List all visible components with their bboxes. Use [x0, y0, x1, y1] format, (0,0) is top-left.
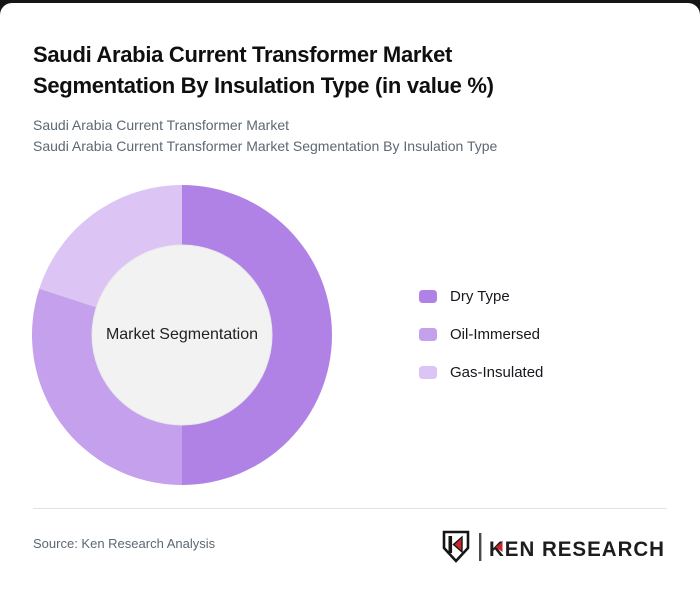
subtitle-line2: Saudi Arabia Current Transformer Market … — [33, 138, 498, 154]
donut-chart — [31, 185, 332, 485]
source-note: Source: Ken Research Analysis — [33, 536, 216, 551]
subtitle-line1: Saudi Arabia Current Transformer Market — [33, 117, 289, 133]
footer-divider — [33, 508, 667, 509]
legend-item-gas-insulated[interactable]: Gas-Insulated — [419, 364, 543, 381]
chart-legend: Dry Type Oil-Immersed Gas-Insulated — [419, 288, 543, 402]
page-title-line1: Saudi Arabia Current Transformer Market — [33, 42, 453, 67]
slice-gas-insulated[interactable] — [39, 185, 183, 308]
legend-swatch-dry-type — [419, 290, 437, 303]
logo-k-accent-triangle — [495, 542, 503, 552]
legend-item-dry-type[interactable]: Dry Type — [419, 288, 543, 305]
logo-separator — [479, 533, 482, 561]
slice-oil-immersed[interactable] — [31, 288, 183, 485]
slice-dry-type[interactable] — [182, 185, 332, 485]
logo-wordmark: KEN RESEARCH — [489, 538, 665, 561]
logo-shield-icon — [442, 530, 470, 563]
chart-card: Saudi Arabia Current Transformer Market … — [0, 3, 700, 591]
legend-swatch-gas-insulated — [419, 366, 437, 379]
legend-label-gas-insulated: Gas-Insulated — [450, 364, 544, 381]
legend-swatch-oil-immersed — [419, 328, 437, 341]
page-title: Saudi Arabia Current Transformer Market … — [33, 39, 633, 101]
legend-label-dry-type: Dry Type — [450, 288, 510, 305]
legend-label-oil-immersed: Oil-Immersed — [450, 326, 541, 343]
page-title-line2: Segmentation By Insulation Type (in valu… — [33, 73, 494, 98]
donut-hole — [91, 244, 273, 426]
legend-item-oil-immersed[interactable]: Oil-Immersed — [419, 326, 543, 343]
ken-research-logo: KEN RESEARCH — [440, 529, 668, 565]
chart-subtitle: Saudi Arabia Current Transformer Market … — [33, 115, 653, 157]
